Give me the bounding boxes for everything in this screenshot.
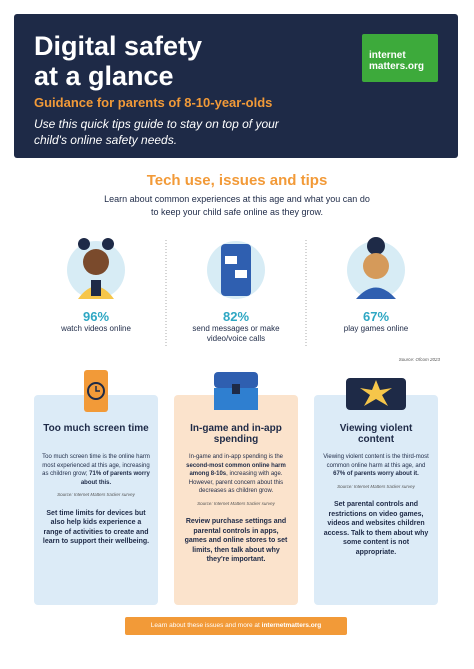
stat-value: 96% xyxy=(82,309,110,324)
icon xyxy=(363,253,389,279)
card-text: Viewing violent content is the third-mos… xyxy=(322,453,430,479)
footer-text: Learn about these issues and more at xyxy=(150,622,262,629)
icon xyxy=(367,237,385,255)
icon xyxy=(232,384,240,394)
logo: internet matters.org xyxy=(362,34,438,82)
icon xyxy=(95,386,100,392)
icon xyxy=(102,238,114,250)
icon xyxy=(83,249,109,275)
card-source: Source: Internet Matters tracker survey xyxy=(197,500,275,506)
card-title: In-game and in-app spending xyxy=(190,423,282,445)
card: In-game and in-app spending In-game and i… xyxy=(174,395,298,605)
stat-value: 82% xyxy=(222,309,250,324)
section-heading: Tech use, issues and tips xyxy=(146,172,328,189)
card-body: Too much screen time is the online harm … xyxy=(42,453,150,547)
title: Digital safety xyxy=(34,31,203,61)
logo-line: matters.org xyxy=(369,61,425,72)
icon xyxy=(214,372,258,388)
card-title: Viewing violent content xyxy=(339,423,413,445)
card-text-part: 71% of parents worry about this. xyxy=(80,471,150,486)
card-source: Source: Internet Matters tracker survey xyxy=(337,483,415,489)
subtitle: Guidance for parents of 8-10-year-olds xyxy=(34,95,273,110)
card-body: Viewing violent content is the third-mos… xyxy=(322,453,430,557)
card-tip: Review purchase settings and parental co… xyxy=(184,518,288,563)
icon xyxy=(356,287,396,299)
card-text: In-game and in-app spending is the secon… xyxy=(182,453,290,496)
stat-icons xyxy=(67,237,405,348)
intro: Use this quick tips guide to stay on top… xyxy=(34,117,279,147)
card-tip: Set parental controls and restrictions o… xyxy=(323,501,429,556)
card: Too much screen time Too much screen time… xyxy=(34,395,158,605)
icon xyxy=(214,388,258,410)
stat-label: watch videos online xyxy=(61,324,131,333)
source: Source: Ofcom 2023 xyxy=(398,357,440,362)
card-title: Too much screen time xyxy=(43,423,149,434)
card-source: Source: Internet Matters tracker survey xyxy=(57,492,135,497)
card-text-part: second-most common online harm among 8-1… xyxy=(186,462,286,478)
section-intro: Learn about common experiences at this a… xyxy=(104,194,370,217)
title: at a glance xyxy=(34,61,174,91)
card-icons xyxy=(84,370,406,412)
card-text-part: Too much screen time is the online harm … xyxy=(42,454,150,477)
card-text-part: In-game and in-app spending is the xyxy=(188,454,284,460)
icon xyxy=(235,270,247,278)
card: Viewing violent content Viewing violent c… xyxy=(314,395,438,605)
card-body: In-game and in-app spending is the secon… xyxy=(182,453,290,565)
icon xyxy=(78,238,90,250)
icon xyxy=(87,382,105,400)
icon xyxy=(225,256,237,264)
logo-text: internet matters.org xyxy=(369,50,424,72)
icon xyxy=(360,380,392,406)
card-text-part: Viewing violent content is the third-mos… xyxy=(323,454,429,469)
card-text: Too much screen time is the online harm … xyxy=(42,453,150,487)
card-tip: Set time limits for devices but also hel… xyxy=(42,509,150,546)
footer-button[interactable]: Learn about these issues and more at int… xyxy=(125,617,347,635)
card-text-part: , increasing with age. However, parent c… xyxy=(188,471,284,494)
icon xyxy=(91,280,101,296)
stat-label: play games online xyxy=(343,324,409,333)
stat-label: send messages or make video/voice calls xyxy=(192,324,280,343)
footer-link[interactable]: internetmatters.org xyxy=(261,622,322,629)
logo-line: internet xyxy=(369,50,406,61)
stat-value: 67% xyxy=(362,309,390,324)
card-text-part: 67% of parents worry about it. xyxy=(333,471,419,477)
